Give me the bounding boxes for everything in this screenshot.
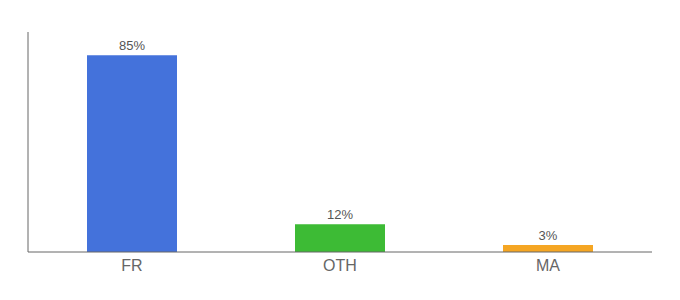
svg-text:OTH: OTH (323, 257, 357, 274)
svg-text:3%: 3% (539, 228, 558, 243)
svg-text:MA: MA (536, 257, 560, 274)
svg-text:FR: FR (121, 257, 142, 274)
svg-text:12%: 12% (327, 207, 353, 222)
svg-text:85%: 85% (119, 38, 145, 53)
